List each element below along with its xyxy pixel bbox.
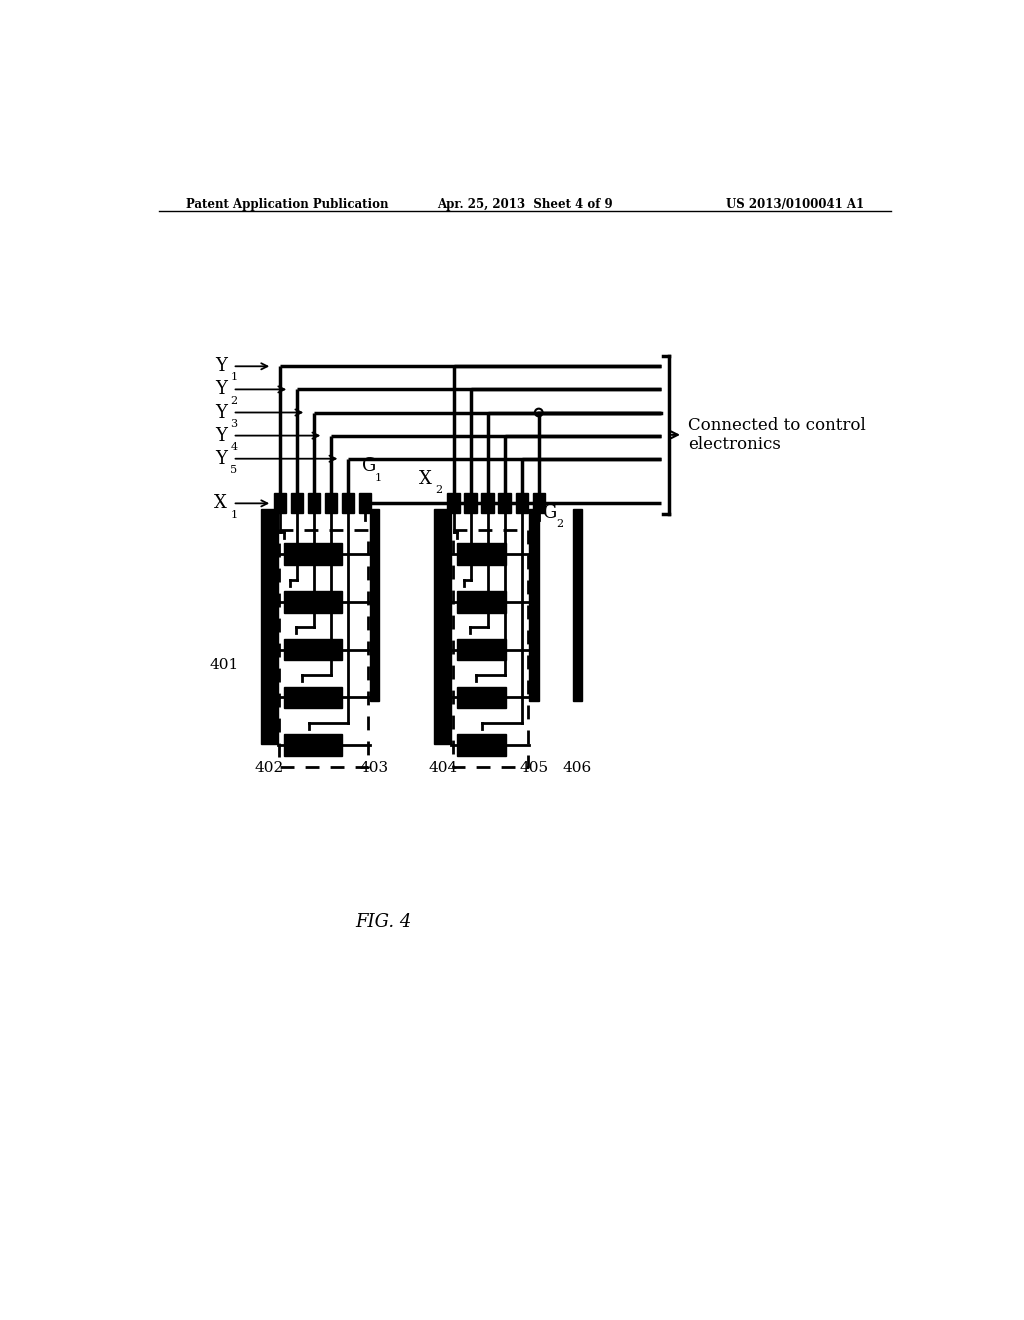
Bar: [284, 591, 342, 612]
Text: 402: 402: [254, 760, 284, 775]
Text: Patent Application Publication: Patent Application Publication: [186, 198, 389, 211]
Bar: [260, 508, 278, 743]
Bar: [359, 494, 372, 513]
Bar: [458, 591, 506, 612]
Bar: [447, 494, 460, 513]
Bar: [499, 494, 511, 513]
Text: 406: 406: [563, 760, 592, 775]
Text: 3: 3: [230, 418, 238, 429]
Text: 401: 401: [209, 657, 239, 672]
Text: Y: Y: [215, 380, 227, 399]
Text: G: G: [544, 504, 558, 521]
Bar: [458, 686, 506, 708]
Text: 1: 1: [230, 372, 238, 383]
Bar: [464, 494, 477, 513]
Text: X: X: [214, 495, 227, 512]
Bar: [370, 508, 379, 701]
Bar: [291, 494, 303, 513]
Bar: [458, 734, 506, 756]
Text: 2: 2: [556, 519, 563, 529]
Bar: [284, 639, 342, 660]
Text: US 2013/0100041 A1: US 2013/0100041 A1: [726, 198, 864, 211]
Bar: [515, 494, 528, 513]
Text: 1: 1: [375, 473, 382, 483]
Bar: [273, 494, 286, 513]
Text: FIG. 4: FIG. 4: [355, 913, 412, 931]
Text: Apr. 25, 2013  Sheet 4 of 9: Apr. 25, 2013 Sheet 4 of 9: [437, 198, 612, 211]
Text: 404: 404: [428, 760, 458, 775]
Text: 1: 1: [230, 510, 238, 520]
Text: 403: 403: [359, 760, 389, 775]
Bar: [532, 494, 545, 513]
Text: Y: Y: [215, 404, 227, 421]
Bar: [284, 686, 342, 708]
Bar: [284, 544, 342, 565]
Bar: [434, 508, 452, 743]
Bar: [458, 544, 506, 565]
Text: G: G: [362, 458, 376, 475]
Text: 5: 5: [230, 465, 238, 475]
Bar: [458, 639, 506, 660]
Bar: [342, 494, 354, 513]
Bar: [529, 508, 539, 701]
Text: Y: Y: [215, 450, 227, 467]
Bar: [325, 494, 337, 513]
Text: 4: 4: [230, 442, 238, 451]
Bar: [284, 734, 342, 756]
Bar: [572, 508, 583, 701]
Text: 2: 2: [435, 484, 442, 495]
Text: X: X: [419, 470, 432, 487]
Text: 405: 405: [519, 760, 549, 775]
Bar: [308, 494, 321, 513]
Bar: [481, 494, 494, 513]
Text: Y: Y: [215, 426, 227, 445]
Text: 2: 2: [230, 396, 238, 405]
Text: Y: Y: [215, 358, 227, 375]
Text: Connected to control
electronics: Connected to control electronics: [688, 417, 866, 453]
